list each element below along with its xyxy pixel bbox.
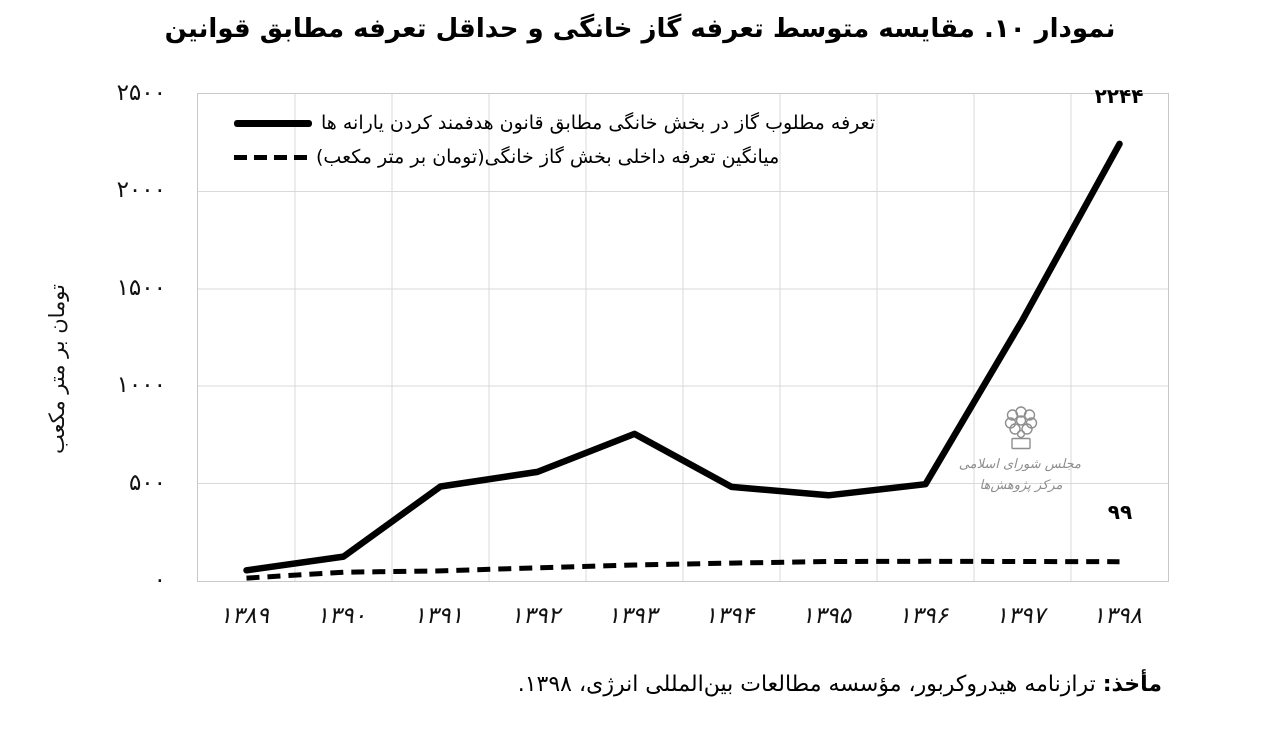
x-tick-1398: ۱۳۹۸ <box>1090 603 1147 629</box>
x-tick-1393: ۱۳۹۳ <box>605 603 662 629</box>
x-tick-1391: ۱۳۹۱ <box>411 603 468 629</box>
watermark-logo: مجلس شورای اسلامی مرکز پژوهش‌ها <box>958 404 1081 496</box>
legend: تعرفه مطلوب گاز در بخش خانگی مطابق قانون… <box>234 106 875 174</box>
chart-title: نمودار ۱۰. مقایسه متوسط تعرفه گاز خانگی … <box>164 14 1116 44</box>
watermark-line2: مرکز پژوهش‌ها <box>979 478 1063 493</box>
y-tick-1000: ۱۰۰۰ <box>116 372 166 399</box>
parliament-emblem-icon <box>1004 406 1038 450</box>
y-tick-2500: ۲۵۰۰ <box>116 80 166 106</box>
data-label-min-99: ۹۹ <box>1107 500 1133 524</box>
y-axis-tick-labels: ۰ ۵۰۰ ۱۰۰۰ ۱۵۰۰ ۲۰۰۰ ۲۵۰۰ <box>88 80 178 593</box>
y-tick-2000: ۲۰۰۰ <box>116 177 166 204</box>
source-text: ترازنامه هیدروکربور، مؤسسه مطالعات بین‌ا… <box>517 672 1103 697</box>
x-tick-1396: ۱۳۹۶ <box>896 603 953 629</box>
y-tick-1500: ۱۵۰۰ <box>116 274 166 301</box>
y-tick-500: ۵۰۰ <box>128 469 166 496</box>
plot-area: تعرفه مطلوب گاز در بخش خانگی مطابق قانون… <box>197 93 1169 582</box>
solid-line-legend-marker <box>234 119 312 127</box>
x-tick-1395: ۱۳۹۵ <box>799 603 856 629</box>
x-tick-1392: ۱۳۹۲ <box>508 603 565 629</box>
dashed-line-legend-marker <box>234 154 307 160</box>
x-tick-1397: ۱۳۹۷ <box>993 603 1050 629</box>
legend-label-average-tariff: میانگین تعرفه داخلی بخش گاز خانگی(تومان … <box>316 146 780 168</box>
data-label-max-2244: ۲۲۴۴ <box>1094 84 1144 108</box>
source-label: مأخذ: <box>1102 672 1162 697</box>
series-line-solid <box>243 140 1123 574</box>
watermark-line1: مجلس شورای اسلامی <box>958 457 1081 472</box>
legend-label-desired-tariff: تعرفه مطلوب گاز در بخش خانگی مطابق قانون… <box>321 112 876 134</box>
source-note: مأخذ: ترازنامه هیدروکربور، مؤسسه مطالعات… <box>518 672 1162 697</box>
y-tick-0: ۰ <box>153 567 166 593</box>
x-tick-1389: ۱۳۸۹ <box>217 603 274 629</box>
gridlines <box>198 94 1168 581</box>
y-axis-title: تومان بر متر مکعب <box>45 284 69 454</box>
x-tick-1394: ۱۳۹۴ <box>702 603 759 629</box>
x-axis-tick-labels: ۱۳۸۹ ۱۳۹۰ ۱۳۹۱ ۱۳۹۲ ۱۳۹۳ ۱۳۹۴ ۱۳۹۵ ۱۳۹۶ ۱۳۹۷ ۱۳۹۸ <box>197 603 1167 645</box>
plot-area-svg <box>198 94 1168 581</box>
legend-row-desired-tariff: تعرفه مطلوب گاز در بخش خانگی مطابق قانون… <box>234 106 875 140</box>
x-tick-1390: ۱۳۹۰ <box>314 603 371 629</box>
series-lines <box>243 140 1123 581</box>
legend-row-average-tariff: میانگین تعرفه داخلی بخش گاز خانگی(تومان … <box>234 140 875 174</box>
